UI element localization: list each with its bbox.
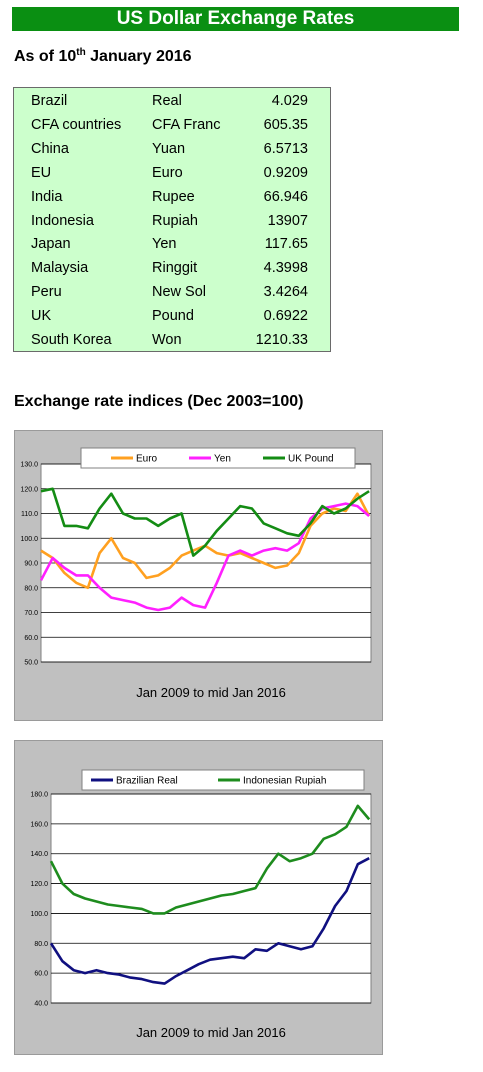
chart-euro-yen-pound: 50.0 60.0 70.0 80.0 90.0 100.0 110.0 120.0 130.0…	[14, 430, 383, 721]
rate-country: Brazil	[31, 93, 68, 109]
rate-currency: Rupee	[152, 188, 195, 205]
legend-label: Yen	[214, 454, 231, 465]
legend-label: Indonesian Rupiah	[243, 776, 326, 787]
rate-value: 3.4264	[263, 284, 308, 301]
y-tick-label: 70.0	[24, 610, 38, 617]
rate-value: 13907	[267, 212, 308, 229]
y-tick-label: 100.0	[30, 911, 48, 918]
rate-country: Japan	[31, 236, 71, 253]
rate-currency: Euro	[152, 164, 183, 181]
rate-currency: Pound	[152, 308, 194, 325]
exchange-rates-table: Brazil Real 4.029 CFA countries CFA Franc 605…	[13, 87, 331, 352]
page-title-banner: US Dollar Exchange Rates	[12, 7, 459, 31]
series-line-yen	[39, 502, 370, 612]
series-line-indonesian-rupiah	[49, 804, 371, 915]
rate-row: Brazil Real 4.029	[14, 90, 330, 112]
y-tick-label: 50.0	[24, 660, 38, 667]
series-line-brazilian-real	[49, 857, 370, 985]
rate-value: 66.946	[263, 188, 308, 205]
rate-currency: Yen	[152, 236, 177, 253]
y-tick-label: 80.0	[34, 941, 48, 948]
chart-real-rupiah: 40.0 60.0 80.0 100.0 120.0 140.0 160.0 180.0 Bra…	[14, 740, 383, 1055]
rate-value: 1210.33	[255, 332, 308, 348]
series-line-uk-pound	[40, 487, 370, 557]
rate-row: India Rupee 66.946	[14, 186, 330, 208]
legend-label: UK Pound	[288, 454, 334, 465]
y-tick-label: 130.0	[20, 462, 38, 469]
legend-label: Brazilian Real	[116, 776, 178, 787]
y-tick-label: 180.0	[30, 792, 48, 799]
y-tick-label: 80.0	[24, 585, 38, 592]
rate-row: South Korea Won 1210.33	[14, 329, 330, 351]
rate-currency: Yuan	[152, 140, 186, 157]
rate-row: Malaysia Ringgit 4.3998	[14, 257, 330, 279]
y-tick-label: 120.0	[30, 881, 48, 888]
x-axis-caption: Jan 2009 to mid Jan 2016	[136, 1025, 286, 1040]
y-tick-label: 60.0	[34, 971, 48, 978]
y-tick-label: 90.0	[24, 561, 38, 568]
rate-currency: Rupiah	[152, 212, 198, 229]
rate-row: UK Pound 0.6922	[14, 305, 330, 327]
rate-row: EU Euro 0.9209	[14, 162, 330, 184]
rate-currency: New Sol	[152, 284, 206, 301]
rate-value: 4.3998	[263, 260, 308, 277]
rate-currency: Real	[152, 93, 182, 109]
y-tick-label: 40.0	[34, 1001, 48, 1008]
legend-box	[80, 447, 356, 469]
rate-row: CFA countries CFA Franc 605.35	[14, 114, 330, 136]
as-of-date: As of 10th January 2016	[14, 47, 192, 66]
rate-country: India	[31, 188, 63, 205]
rate-country: Peru	[31, 284, 62, 301]
chart-svg: 40.0 60.0 80.0 100.0 120.0 140.0 160.0 180.0 Bra…	[30, 769, 372, 1040]
y-tick-label: 110.0	[21, 511, 38, 518]
indices-heading: Exchange rate indices (Dec 2003=100)	[14, 393, 304, 410]
legend-label: Euro	[136, 454, 158, 465]
as-of-prefix: As of 10	[14, 48, 77, 65]
rate-value: 605.35	[263, 116, 308, 133]
page-title: US Dollar Exchange Rates	[116, 8, 355, 29]
chart-svg: 50.0 60.0 70.0 80.0 90.0 100.0 110.0 120.0 130.0…	[20, 447, 372, 700]
as-of-suffix: January 2016	[85, 48, 192, 65]
as-of-sup: th	[76, 47, 86, 58]
rate-value: 4.029	[271, 93, 308, 109]
y-tick-label: 160.0	[30, 821, 48, 828]
rate-row: Peru New Sol 3.4264	[14, 281, 330, 303]
rate-country: China	[31, 140, 69, 157]
rate-country: CFA countries	[31, 116, 122, 133]
rate-country: Malaysia	[31, 260, 89, 277]
rate-country: Indonesia	[31, 212, 94, 229]
y-tick-label: 100.0	[20, 536, 38, 543]
y-tick-label: 120.0	[20, 486, 38, 493]
x-axis-caption: Jan 2009 to mid Jan 2016	[136, 685, 286, 700]
rate-currency: CFA Franc	[152, 116, 221, 133]
rate-value: 0.6922	[263, 308, 308, 325]
rate-value: 0.9209	[263, 164, 308, 181]
rate-currency: Ringgit	[152, 260, 198, 277]
rate-value: 6.5713	[263, 140, 308, 157]
rate-country: EU	[31, 164, 52, 181]
rate-currency: Won	[152, 332, 182, 348]
rate-row: Indonesia Rupiah 13907	[14, 210, 330, 232]
rate-country: UK	[31, 308, 52, 325]
y-tick-label: 60.0	[24, 635, 38, 642]
rate-row: Japan Yen 117.65	[14, 233, 330, 255]
rate-value: 117.65	[264, 236, 308, 253]
rate-country: South Korea	[31, 332, 112, 348]
y-tick-label: 140.0	[30, 851, 48, 858]
rate-row: China Yuan 6.5713	[14, 138, 330, 160]
